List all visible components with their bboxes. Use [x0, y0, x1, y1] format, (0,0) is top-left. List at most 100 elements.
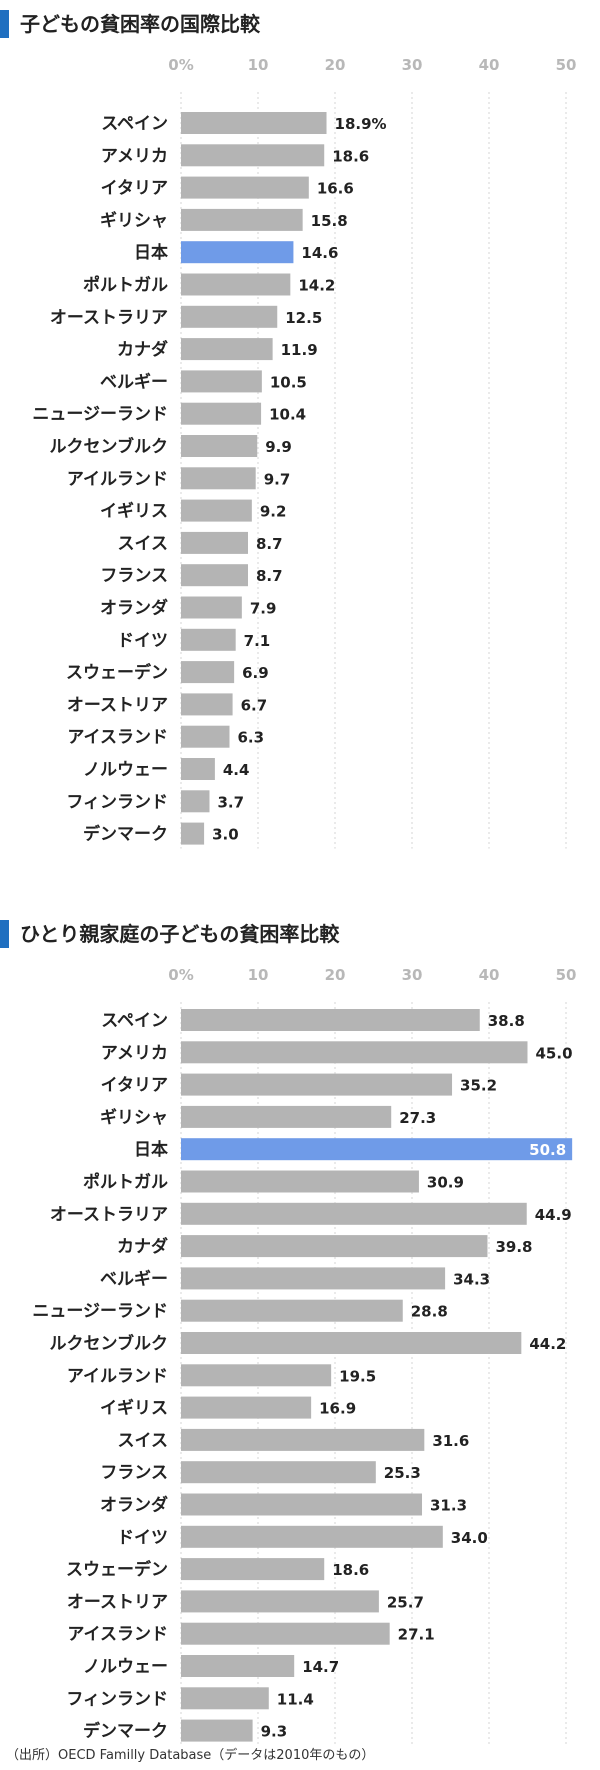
category-label: デンマーク [83, 1721, 168, 1742]
bar [181, 1687, 269, 1710]
title-marker [0, 920, 9, 948]
bar [181, 1525, 443, 1548]
bar [181, 144, 325, 167]
value-label: 8.7 [256, 535, 283, 553]
bar [181, 305, 278, 328]
bar [181, 112, 327, 134]
bar [181, 370, 262, 393]
category-label: デンマーク [83, 824, 168, 845]
bar [181, 1009, 480, 1031]
value-label: 44.2 [529, 1335, 566, 1353]
x-tick-label: 20 [325, 56, 346, 74]
chart-title: ひとり親家庭の子どもの貧困率比較 [20, 922, 340, 946]
category-label: アメリカ [101, 1043, 168, 1063]
value-label: 11.9 [281, 341, 318, 359]
bar-chart: 0% 10 20 30 40 50 スペイン 38.8 アメリカ 45.0 イタリア 35.2 ギリシャ… [32, 966, 577, 1746]
source-footnote: （出所）OECD Familly Database（データは2010年のもの） [6, 1748, 375, 1763]
category-label: ドイツ [117, 1528, 168, 1548]
chart-panel-1: 子どもの貧困率の国際比較 0% 10 20 30 40 50 スペイン 18.9% アメリカ 18… [0, 10, 600, 870]
category-label: 日本 [134, 1139, 168, 1160]
value-label: 18.9% [335, 115, 387, 133]
bar [181, 1590, 379, 1613]
bar [181, 499, 252, 522]
value-label: 6.7 [241, 696, 268, 714]
bar [181, 1461, 376, 1484]
bar [181, 176, 309, 199]
value-label: 35.2 [460, 1077, 497, 1095]
bar [181, 1267, 446, 1290]
value-label: 14.6 [301, 244, 338, 262]
value-label: 31.3 [430, 1497, 467, 1515]
category-label: ポルトガル [83, 1172, 168, 1193]
x-tick-label: 20 [325, 966, 346, 984]
category-label: イタリア [101, 1076, 168, 1096]
category-label: スウェーデン [66, 662, 168, 683]
value-label: 6.3 [238, 729, 265, 747]
value-label: 27.1 [398, 1626, 435, 1644]
category-label: イタリア [101, 179, 168, 199]
chart-panel-2: ひとり親家庭の子どもの貧困率比較 0% 10 20 30 40 50 スペイン 38.8 アメリ… [0, 920, 600, 1746]
category-label: アメリカ [101, 146, 168, 166]
bar [181, 1719, 253, 1742]
bar [181, 467, 256, 490]
value-label: 18.6 [332, 147, 369, 165]
bar [181, 790, 210, 813]
bar [181, 1073, 453, 1096]
category-label: スイス [118, 534, 169, 554]
bar [181, 564, 248, 587]
value-label: 25.7 [387, 1593, 424, 1611]
bar [181, 1138, 573, 1161]
bar [181, 1041, 528, 1064]
value-label: 39.8 [495, 1238, 532, 1256]
bar [181, 1428, 425, 1451]
bar [181, 273, 291, 296]
value-label: 18.6 [332, 1561, 369, 1579]
x-tick-label: 10 [248, 56, 269, 74]
category-label: ルクセンブルク [50, 1333, 169, 1354]
value-label: 3.7 [217, 793, 244, 811]
value-label: 38.8 [488, 1012, 525, 1030]
bar [181, 1202, 527, 1225]
bar [181, 1655, 295, 1677]
x-tick-label: 30 [402, 56, 423, 74]
value-label: 9.7 [264, 470, 291, 488]
category-label: カナダ [117, 1236, 168, 1257]
category-label: スウェーデン [66, 1559, 168, 1580]
value-label: 16.6 [317, 180, 354, 198]
x-tick-label: 50 [556, 966, 577, 984]
category-label: スペイン [101, 114, 168, 134]
category-label: スイス [118, 1431, 169, 1451]
value-label: 27.3 [399, 1109, 436, 1127]
x-tick-label: 40 [479, 966, 500, 984]
category-label: ノルウェー [83, 760, 168, 780]
value-label: 31.6 [432, 1432, 469, 1450]
x-tick-label: 10 [248, 966, 269, 984]
value-label: 3.0 [212, 826, 239, 844]
category-label: ニュージーランド [32, 1302, 168, 1322]
category-label: イギリス [100, 1399, 168, 1419]
value-label: 12.5 [285, 309, 322, 327]
category-label: アイルランド [67, 1366, 168, 1386]
category-label: アイルランド [67, 469, 168, 489]
bar [181, 822, 205, 845]
value-label: 9.2 [260, 503, 287, 521]
value-label: 45.0 [536, 1044, 573, 1062]
bar [181, 1396, 312, 1419]
value-label: 8.7 [256, 567, 283, 585]
value-label: 16.9 [319, 1400, 356, 1418]
category-label: ニュージーランド [32, 405, 168, 425]
bar [181, 1235, 488, 1258]
category-label: フィンランド [66, 1689, 168, 1709]
bar [181, 435, 258, 457]
value-label: 9.9 [265, 438, 292, 456]
category-label: スペイン [101, 1011, 168, 1031]
value-label: 6.9 [242, 664, 269, 682]
bar [181, 661, 235, 684]
x-tick-label: 30 [402, 966, 423, 984]
value-label: 14.2 [298, 277, 335, 295]
bar [181, 241, 294, 264]
value-label: 4.4 [223, 761, 250, 779]
bar [181, 596, 242, 619]
category-label: フランス [100, 1463, 168, 1483]
title-marker [0, 10, 9, 38]
